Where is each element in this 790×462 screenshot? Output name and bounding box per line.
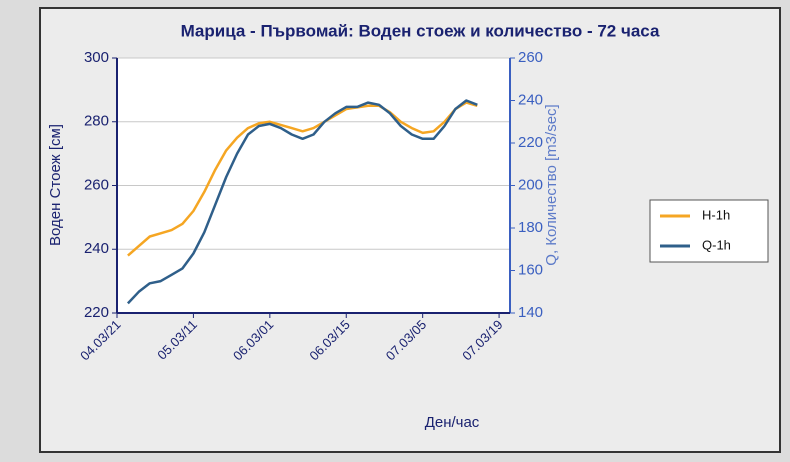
legend-label: H-1h xyxy=(702,207,730,222)
x-axis-label: Ден/час xyxy=(425,414,480,431)
y-tick-label: 280 xyxy=(84,113,109,130)
y2-tick-label: 180 xyxy=(518,219,543,236)
y2-tick-label: 140 xyxy=(518,304,543,321)
y-tick-label: 220 xyxy=(84,304,109,321)
legend-box xyxy=(649,199,769,263)
y-tick-label: 300 xyxy=(84,49,109,66)
y-axis-label: Воден Стоеж [см] xyxy=(47,124,64,246)
y-tick-label: 240 xyxy=(84,240,109,257)
y2-tick-label: 260 xyxy=(518,49,543,66)
series-line xyxy=(126,99,478,305)
y2-tick-label: 200 xyxy=(518,176,543,193)
chart-title: Марица - Първомай: Воден стоеж и количес… xyxy=(181,21,660,40)
y2-tick-label: 240 xyxy=(518,91,543,108)
legend: H-1h Q-1h xyxy=(649,199,769,263)
y2-tick-label: 160 xyxy=(518,261,543,278)
y-tick-label: 260 xyxy=(84,176,109,193)
y2-axis-label: Q, Количество [m3/sec] xyxy=(543,104,560,265)
legend-label: Q-1h xyxy=(702,237,731,252)
series-line xyxy=(127,101,478,257)
y2-tick-label: 220 xyxy=(518,134,543,151)
